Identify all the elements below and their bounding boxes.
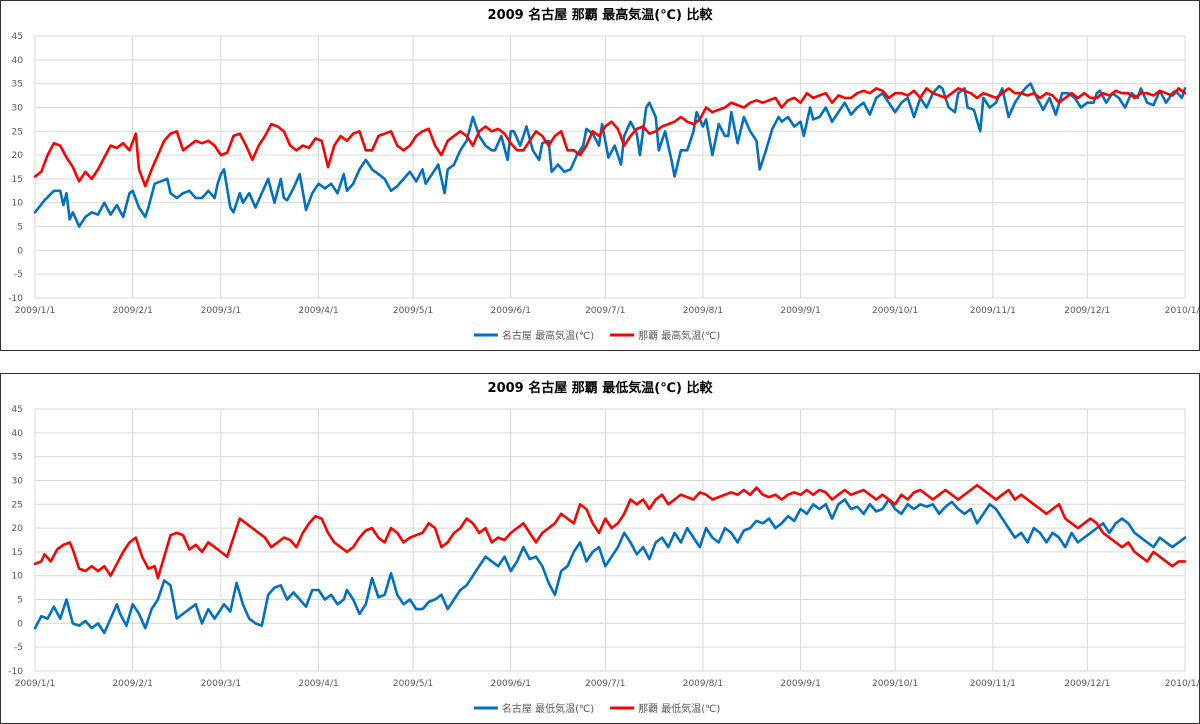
y-tick-label: 40	[12, 56, 24, 66]
series-line-naha	[33, 483, 1187, 580]
legend-item-nagoya: 名古屋 最低気温(℃)	[473, 702, 594, 715]
series-line-nagoya	[33, 498, 1187, 635]
x-tick-label: 2010/1/1	[1165, 306, 1199, 316]
y-tick-label: 25	[12, 127, 23, 137]
x-tick-label: 2009/4/1	[298, 306, 338, 316]
y-tick-label: 0	[17, 619, 23, 629]
chart-title: 2009 名古屋 那覇 最低気温(℃) 比較	[487, 381, 713, 396]
x-tick-label: 2009/10/1	[872, 306, 918, 316]
y-tick-label: 40	[12, 429, 24, 439]
x-tick-label: 2009/6/1	[491, 306, 531, 316]
y-tick-label: 5	[17, 596, 23, 606]
legend-item-nagoya: 名古屋 最高気温(℃)	[473, 329, 594, 342]
x-tick-label: 2009/11/1	[970, 679, 1016, 689]
x-tick-label: 2009/1/1	[15, 679, 55, 689]
y-tick-label: 35	[12, 453, 23, 463]
legend-label: 名古屋 最低気温(℃)	[502, 702, 594, 715]
y-tick-label: 15	[12, 548, 23, 558]
x-tick-label: 2009/11/1	[970, 306, 1016, 316]
x-tick-label: 2009/3/1	[201, 679, 241, 689]
y-tick-label: 10	[12, 199, 24, 209]
x-tick-label: 2009/8/1	[683, 306, 723, 316]
x-tick-label: 2009/9/1	[780, 679, 820, 689]
x-tick-label: 2009/12/1	[1064, 679, 1110, 689]
y-tick-label: 45	[12, 405, 23, 415]
max-temp-chart: -10 -5 0 5 10 15 20 25 30 35 40 45 2009/1/1 2009/2/1 2…	[8, 32, 1199, 342]
x-tick-label: 2009/5/1	[393, 306, 433, 316]
y-tick-label: 15	[12, 175, 23, 185]
y-tick-label: 10	[12, 572, 24, 582]
y-tick-label: 25	[12, 500, 23, 510]
y-tick-label: 35	[12, 80, 23, 90]
legend-label: 那覇 最低気温(℃)	[638, 702, 720, 715]
x-tick-label: 2009/7/1	[585, 679, 625, 689]
chart-title: 2009 名古屋 那覇 最高気温(℃) 比較	[487, 8, 713, 23]
x-tick-label: 2009/2/1	[112, 306, 152, 316]
y-tick-label: 20	[12, 151, 24, 161]
legend-label: 名古屋 最高気温(℃)	[502, 329, 594, 342]
y-tick-label: 45	[12, 32, 23, 42]
x-tick-label: 2009/4/1	[298, 679, 338, 689]
y-tick-label: -5	[14, 270, 23, 280]
x-tick-label: 2009/1/1	[15, 306, 55, 316]
y-tick-label: -5	[14, 643, 23, 653]
y-tick-label: 0	[17, 246, 23, 256]
legend-label: 那覇 最高気温(℃)	[638, 329, 720, 342]
x-tick-label: 2009/5/1	[393, 679, 433, 689]
series-line-naha	[33, 87, 1187, 188]
min-temp-chart: -10 -5 0 5 10 15 20 25 30 35 40 45 2009/1/1 2009/2/1 2…	[8, 405, 1199, 715]
y-tick-label: 30	[12, 103, 24, 113]
x-tick-label: 2009/3/1	[201, 306, 241, 316]
x-tick-label: 2009/7/1	[585, 306, 625, 316]
y-tick-label: 5	[17, 223, 23, 233]
legend-item-naha: 那覇 最高気温(℃)	[610, 329, 720, 342]
x-tick-label: 2009/2/1	[112, 679, 152, 689]
x-tick-label: 2009/12/1	[1064, 306, 1110, 316]
x-tick-label: 2009/8/1	[683, 679, 723, 689]
y-tick-label: -10	[8, 294, 23, 304]
series-line-nagoya	[33, 82, 1187, 228]
y-tick-label: 20	[12, 524, 24, 534]
y-tick-label: 30	[12, 476, 24, 486]
x-tick-label: 2010/1/1	[1165, 679, 1199, 689]
x-tick-label: 2009/10/1	[872, 679, 918, 689]
x-tick-label: 2009/9/1	[780, 306, 820, 316]
max-temp-chart-panel: 2009 名古屋 那覇 最高気温(℃) 比較 -10 -5 0 5 10 15 20 25 30…	[0, 0, 1200, 351]
y-tick-label: -10	[8, 667, 23, 677]
x-tick-label: 2009/6/1	[491, 679, 531, 689]
legend-item-naha: 那覇 最低気温(℃)	[610, 702, 720, 715]
min-temp-chart-panel: 2009 名古屋 那覇 最低気温(℃) 比較 -10 -5 0 5 10 15 20 25 30…	[0, 373, 1200, 724]
